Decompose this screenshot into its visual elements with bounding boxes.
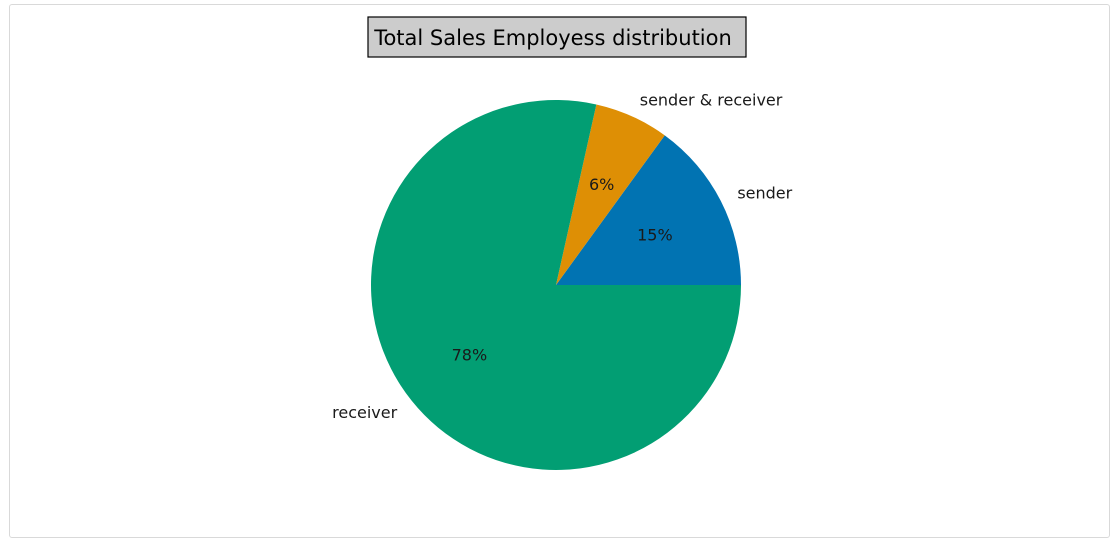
slice-label: sender & receiver (640, 91, 783, 110)
title-box (367, 16, 747, 58)
slice-percent-label: 78% (452, 345, 488, 364)
slice-label: receiver (332, 403, 397, 422)
pie-slices (371, 100, 741, 470)
title-group: Total Sales Employess distribution (367, 16, 747, 58)
pie-slice-sender-receiver (556, 104, 665, 285)
slice-label: sender (737, 184, 792, 203)
slice-percent-label: 15% (637, 226, 673, 245)
pie-slice-sender (556, 135, 741, 285)
pie-slice-receiver (371, 100, 741, 470)
slice-percent-label: 6% (589, 175, 614, 194)
pie-labels: sender 15% sender & receiver 6% receiver 78% (332, 91, 793, 423)
chart-title: Total Sales Employess distribution (373, 26, 732, 50)
